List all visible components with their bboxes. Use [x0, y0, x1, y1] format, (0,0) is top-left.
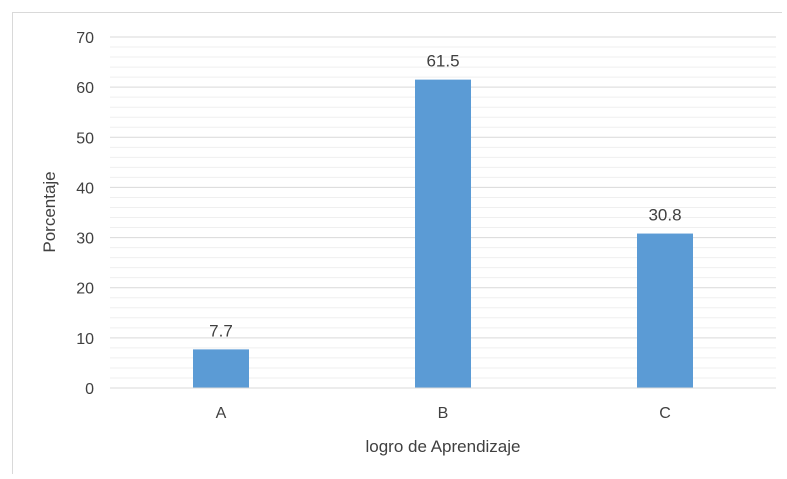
- bars: [193, 79, 693, 388]
- y-tick-label: 70: [76, 30, 94, 47]
- data-label-A: 7.7: [209, 321, 233, 340]
- x-tick-label-C: C: [659, 405, 671, 422]
- y-tick-label: 30: [76, 231, 94, 248]
- y-tick-label: 0: [85, 381, 94, 398]
- x-axis-ticks: A B C: [216, 405, 671, 422]
- data-labels: 7.7 61.5 30.8: [209, 52, 681, 341]
- chart-frame: [12, 12, 782, 474]
- bar-B: [415, 79, 471, 388]
- data-label-B: 61.5: [426, 52, 459, 71]
- x-axis-title: logro de Aprendizaje: [365, 437, 520, 456]
- y-tick-label: 10: [76, 331, 94, 348]
- y-axis-title: Porcentaje: [40, 171, 59, 252]
- y-tick-label: 40: [76, 180, 94, 197]
- y-tick-label: 60: [76, 80, 94, 97]
- bar-C: [637, 233, 693, 388]
- x-tick-label-A: A: [216, 405, 227, 422]
- x-tick-label-B: B: [438, 405, 449, 422]
- data-label-C: 30.8: [648, 206, 681, 225]
- bar-A: [193, 349, 249, 388]
- y-tick-label: 50: [76, 130, 94, 147]
- y-axis-ticks: 0 10 20 30 40 50 60 70: [76, 30, 94, 398]
- y-tick-label: 20: [76, 281, 94, 298]
